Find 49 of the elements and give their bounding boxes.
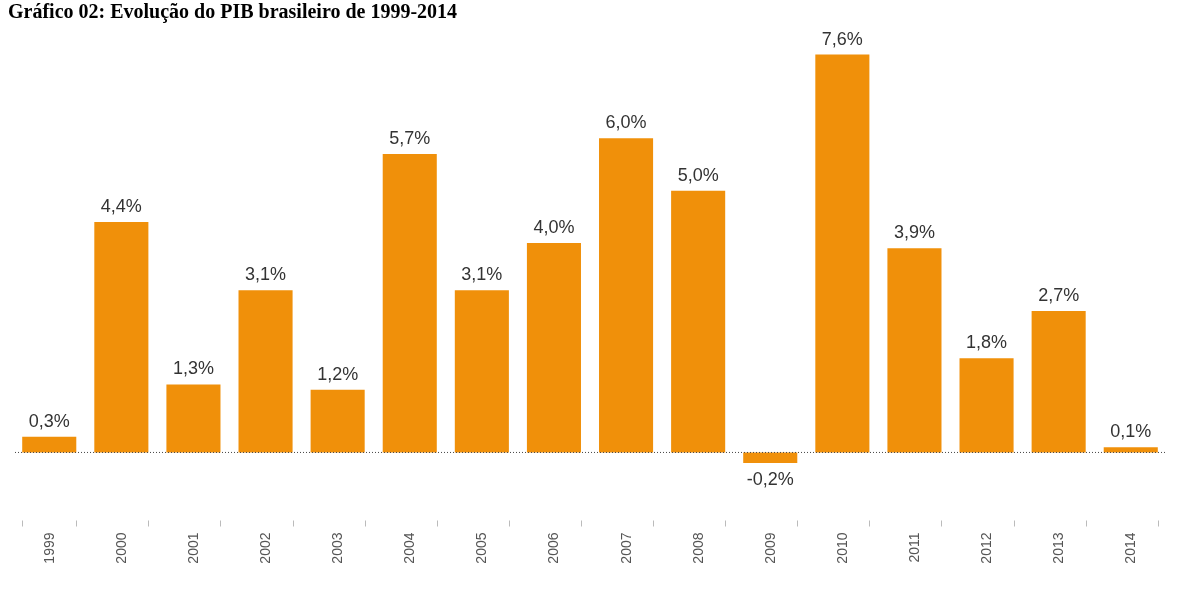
x-tick-label: 2006 — [545, 532, 562, 564]
bar — [382, 154, 437, 453]
x-tick-label: 2001 — [184, 532, 201, 564]
data-label: 7,6% — [821, 28, 863, 49]
data-label: 4,0% — [533, 217, 575, 238]
data-label: 5,7% — [389, 128, 431, 149]
x-tick-label: 2014 — [1122, 532, 1139, 564]
data-label: -0,2% — [746, 468, 794, 489]
bar — [454, 290, 509, 453]
x-tick-label: 2013 — [1050, 532, 1067, 564]
bar — [743, 452, 798, 463]
data-label: 3,9% — [893, 222, 935, 243]
bar — [94, 222, 149, 453]
data-label: 2,7% — [1038, 285, 1080, 306]
data-label: 3,1% — [461, 264, 503, 285]
x-tick-label: 2012 — [978, 532, 995, 564]
chart-title: Gráfico 02: Evolução do PIB brasileiro de 1999-2014 — [8, 0, 458, 23]
bar — [599, 138, 654, 453]
x-tick-label: 2009 — [761, 532, 778, 564]
bar — [238, 290, 293, 453]
data-label: 5,0% — [677, 164, 719, 185]
x-tick-label: 2003 — [329, 532, 346, 564]
bar — [1103, 447, 1158, 453]
x-tick-label: 2007 — [617, 532, 634, 564]
bar — [310, 389, 365, 453]
data-label: 4,4% — [100, 196, 142, 217]
data-label: 0,3% — [28, 410, 70, 431]
data-label: 1,3% — [172, 358, 214, 379]
data-label: 6,0% — [605, 112, 647, 133]
x-tick-label: 2004 — [401, 532, 418, 564]
bar — [959, 358, 1014, 453]
data-label: 1,8% — [966, 332, 1008, 353]
bar — [166, 384, 221, 453]
x-tick-label: 2000 — [112, 532, 129, 564]
x-tick-label: 1999 — [40, 532, 57, 564]
x-tick-label: 2005 — [473, 532, 490, 564]
bar — [526, 243, 581, 453]
bar — [1031, 311, 1086, 453]
data-label: 0,1% — [1110, 421, 1152, 442]
x-tick-label: 2008 — [689, 532, 706, 564]
x-tick-label: 2010 — [833, 532, 850, 564]
data-label: 1,2% — [317, 363, 359, 384]
x-tick-label: 2011 — [905, 532, 922, 563]
bar — [22, 436, 77, 453]
bar — [887, 248, 942, 453]
bar — [815, 54, 870, 453]
x-tick-label: 2002 — [257, 532, 274, 564]
bar — [671, 190, 726, 453]
data-label: 3,1% — [245, 264, 287, 285]
